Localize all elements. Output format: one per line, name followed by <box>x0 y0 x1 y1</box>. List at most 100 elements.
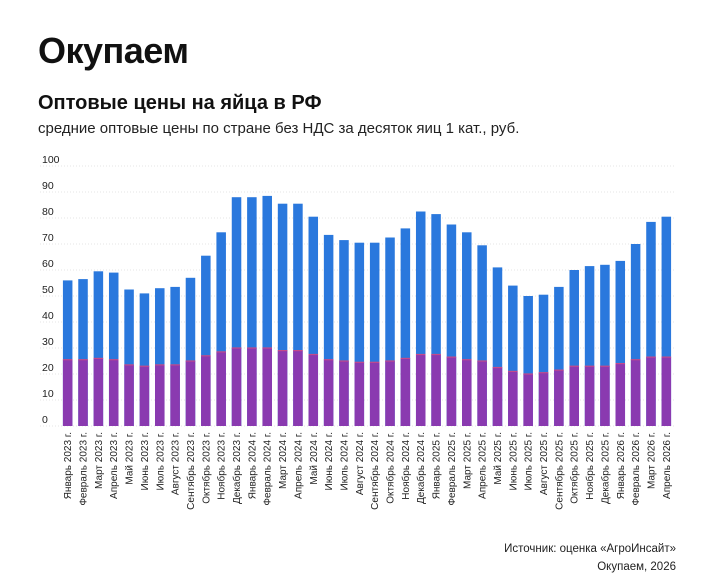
bar-chart: 0 10 20 30 40 50 60 70 80 90 100 Январь 2023 г. Февр… <box>40 154 674 510</box>
bar <box>339 240 349 426</box>
bar <box>62 280 73 426</box>
bar <box>431 214 441 426</box>
bar-band <box>508 371 518 426</box>
bar <box>262 195 272 426</box>
bar <box>323 234 334 426</box>
bar-band <box>385 361 395 426</box>
x-tick-label: Май 2025 г. <box>493 432 504 485</box>
x-tick-label: Февраль 2026 г. <box>631 432 642 506</box>
bar-band <box>262 348 272 426</box>
bar-band <box>569 366 579 426</box>
bar-band <box>308 354 319 426</box>
bar-band <box>646 357 656 426</box>
bar-band <box>185 361 196 426</box>
x-tick-label: Декабрь 2025 г. <box>599 432 611 504</box>
bar <box>554 286 564 426</box>
bar <box>446 224 457 426</box>
x-tick-label: Октябрь 2023 г. <box>200 432 212 504</box>
x-tick-label: Январь 2023 г. <box>63 432 74 499</box>
bar-band <box>538 372 549 426</box>
bar <box>584 266 595 426</box>
x-tick-label: Февраль 2025 г. <box>447 432 458 506</box>
x-tick-label: Январь 2026 г. <box>616 432 627 499</box>
x-tick-label: Июнь 2023 г. <box>140 432 151 490</box>
bar-band <box>62 359 73 426</box>
y-tick-label: 30 <box>42 336 54 348</box>
chart-subtitle: средние оптовые цены по стране без НДС з… <box>38 120 520 137</box>
bar-band <box>462 359 472 426</box>
bar <box>508 285 518 426</box>
brand-logo-text: Окупаем <box>38 30 189 71</box>
bar <box>646 221 656 426</box>
y-tick-label: 70 <box>42 232 54 244</box>
bar-band <box>415 354 426 426</box>
bar <box>661 216 672 426</box>
bar-band <box>78 359 88 426</box>
y-tick-label: 20 <box>42 362 54 374</box>
bar <box>78 279 88 426</box>
x-tick-label: Декабрь 2024 г. <box>415 432 427 504</box>
bar-band <box>600 366 610 426</box>
bar <box>615 260 626 426</box>
y-tick-label: 50 <box>42 284 54 296</box>
chart-title: Оптовые цены на яйца в РФ <box>38 92 322 114</box>
bar-band <box>431 354 441 426</box>
bar-band <box>446 357 457 426</box>
bar-band <box>554 370 564 426</box>
bar-band <box>247 348 257 426</box>
bar-band <box>339 361 349 426</box>
x-tick-label: Август 2023 г. <box>171 432 182 495</box>
bar <box>293 203 303 426</box>
x-tick-label: Сентябрь 2024 г. <box>369 432 381 510</box>
x-tick-label: Ноябрь 2025 г. <box>584 432 596 500</box>
source-note: Источник: оценка «АгроИнсайт» <box>504 543 676 555</box>
x-tick-label: Январь 2025 г. <box>432 432 443 499</box>
x-tick-label: Июль 2023 г. <box>155 432 166 491</box>
x-tick-label: Март 2023 г. <box>94 432 105 489</box>
bar <box>201 255 211 426</box>
bar <box>216 232 226 426</box>
x-tick-label: Сентябрь 2023 г. <box>185 432 197 510</box>
bar <box>108 272 119 426</box>
bar <box>400 228 411 426</box>
bar-band <box>615 363 626 426</box>
bar <box>569 270 579 426</box>
bar <box>538 294 549 426</box>
x-tick-label: Февраль 2023 г. <box>79 432 90 506</box>
bar-band <box>369 362 380 426</box>
bar <box>354 242 365 426</box>
footer-brand-year: Окупаем, 2026 <box>597 561 676 573</box>
y-tick-label: 40 <box>42 310 54 322</box>
x-tick-label: Январь 2024 г. <box>247 432 258 499</box>
bar <box>93 271 104 426</box>
x-tick-label: Октябрь 2025 г. <box>569 432 581 504</box>
x-tick-label: Ноябрь 2024 г. <box>400 432 412 500</box>
bar <box>139 293 150 426</box>
bar-band <box>155 364 165 426</box>
x-tick-label: Апрель 2023 г. <box>109 432 120 499</box>
x-tick-label: Август 2025 г. <box>539 432 550 495</box>
bar-band <box>523 374 533 426</box>
x-tick-label: Февраль 2024 г. <box>263 432 274 506</box>
bar <box>155 288 165 426</box>
bar-band <box>584 366 595 426</box>
y-tick-label: 10 <box>42 388 54 400</box>
x-tick-label: Март 2025 г. <box>462 432 473 489</box>
bar <box>308 216 319 426</box>
bar-band <box>400 358 411 426</box>
bar <box>462 232 472 426</box>
bar-band <box>277 350 288 426</box>
y-tick-label: 90 <box>42 180 54 192</box>
bar-band <box>323 359 334 426</box>
x-tick-label: Апрель 2025 г. <box>478 432 489 499</box>
bar-band <box>216 351 226 426</box>
x-tick-label: Сентябрь 2025 г. <box>553 432 565 510</box>
bar-band <box>231 348 242 426</box>
bar-band <box>630 359 641 426</box>
x-tick-label: Июль 2024 г. <box>339 432 350 491</box>
x-tick-label: Октябрь 2024 г. <box>385 432 397 504</box>
x-tick-label: Май 2024 г. <box>309 432 320 485</box>
bar <box>247 197 257 426</box>
bar <box>477 245 487 426</box>
bar <box>630 244 641 426</box>
